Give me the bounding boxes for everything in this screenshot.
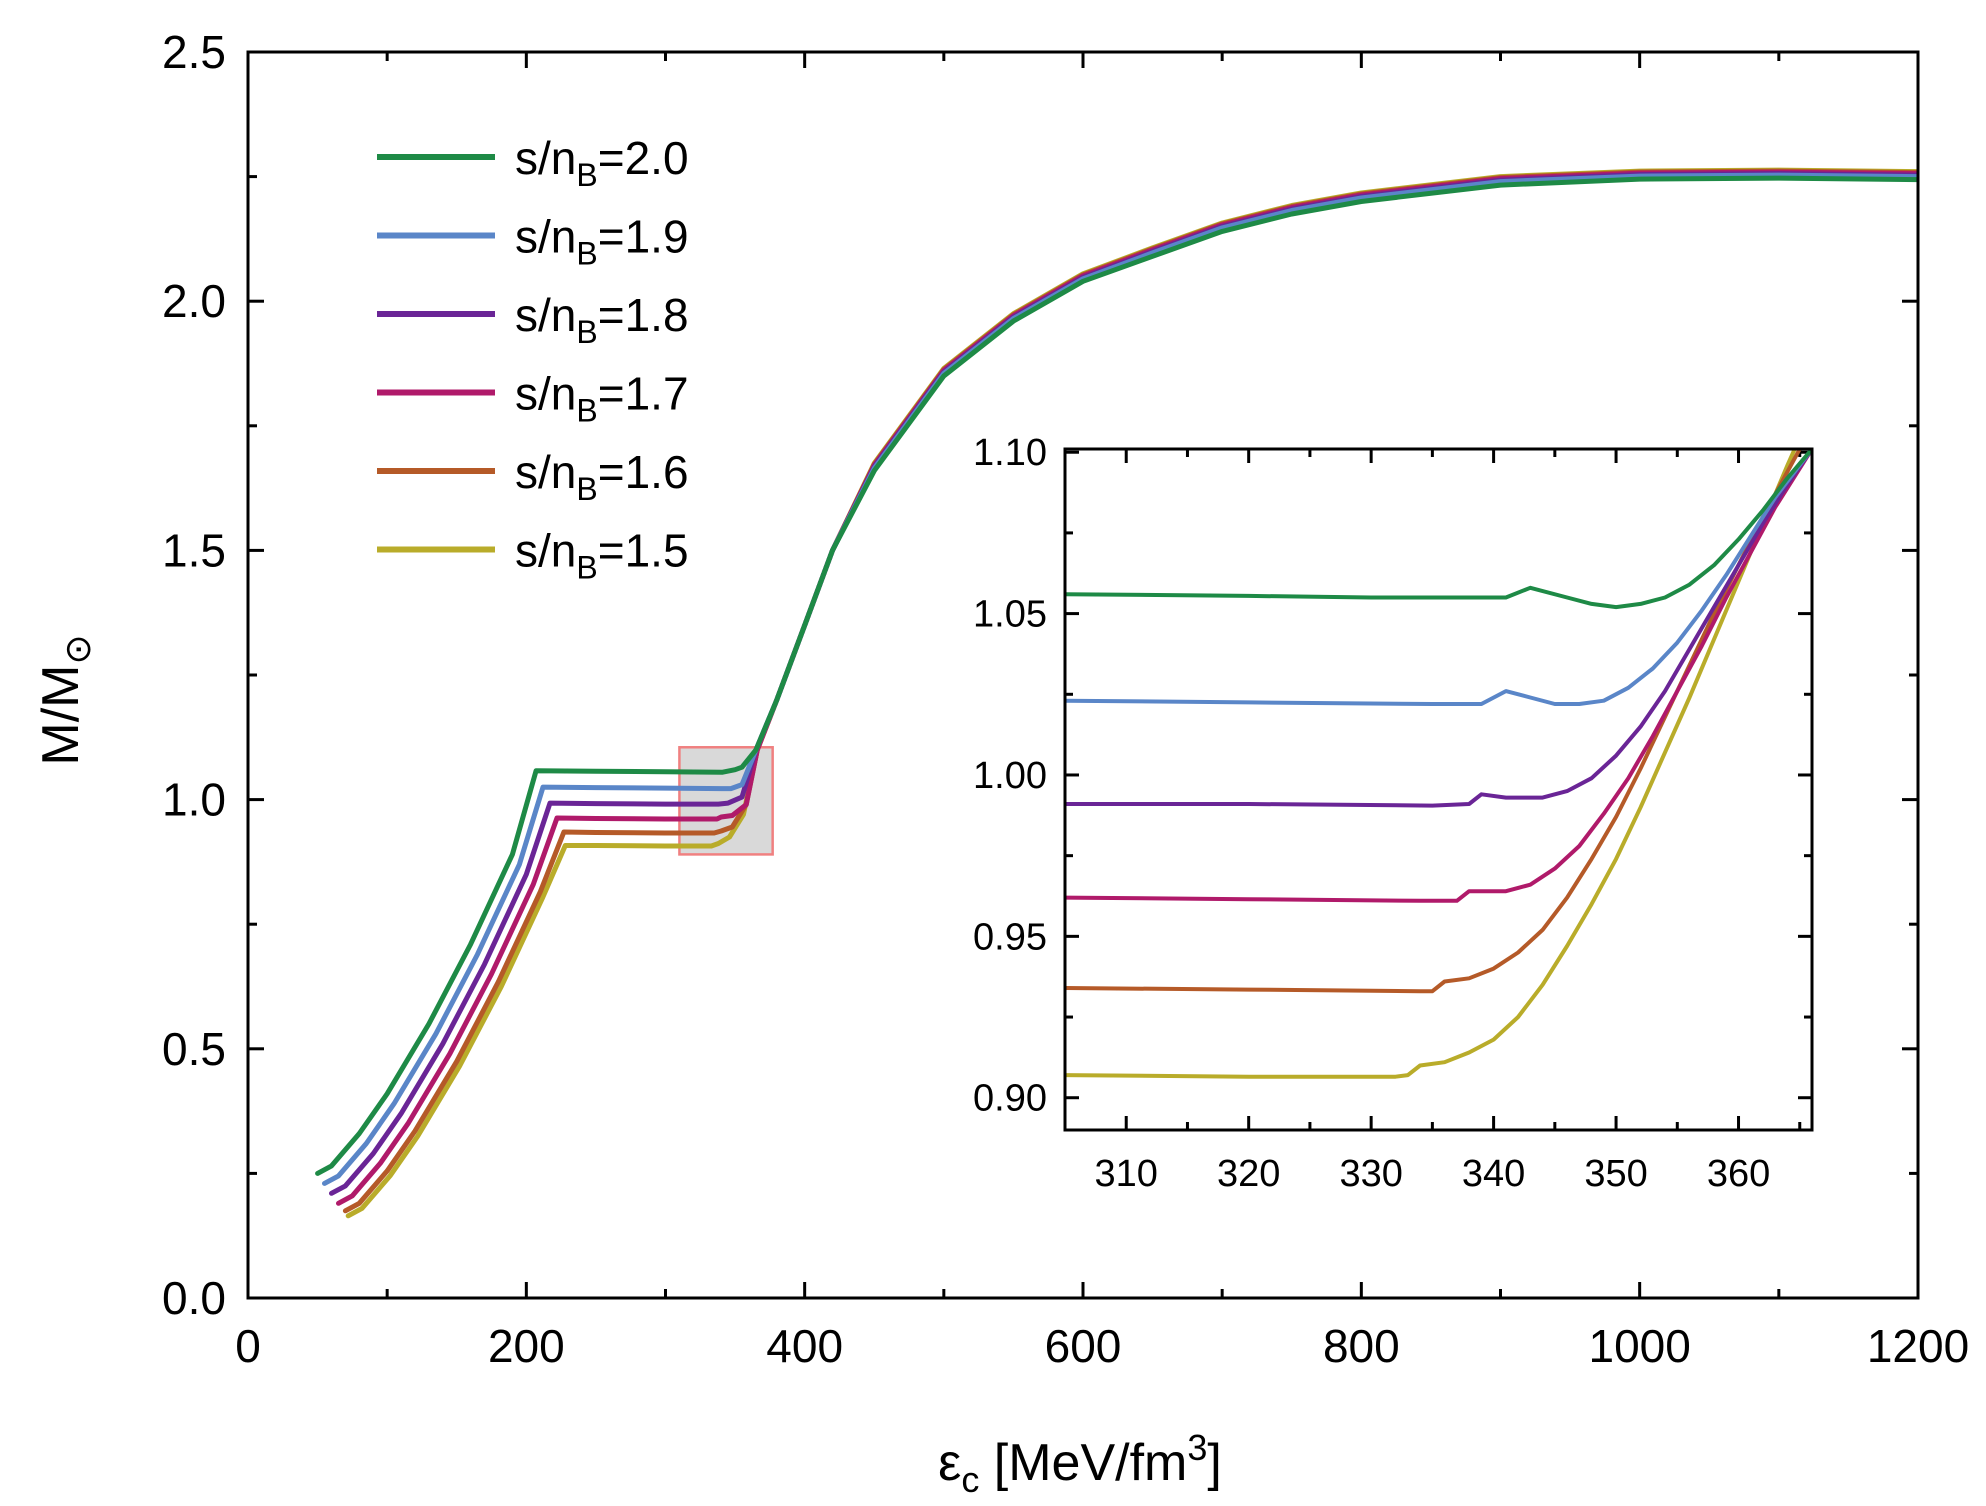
- legend-item: s/nB=1.8: [377, 289, 689, 350]
- legend-item: s/nB=1.7: [377, 368, 689, 429]
- legend-label-main: s/n: [515, 525, 576, 577]
- main-x-tick-label: 400: [766, 1320, 843, 1372]
- main-y-tick-labels: 0.0 0.5 1.0 1.5 2.0 2.5: [162, 26, 226, 1324]
- main-chart: 0 200 400 600 800 1000 1200 0.0 0.5 1.0 1.5 2.0 2.5…: [32, 26, 1969, 1500]
- inset-series-line: [1065, 449, 1812, 903]
- x-axis-label-sub: c: [961, 1459, 979, 1500]
- inset-series-line: [1065, 449, 1797, 1079]
- main-x-tick-label: 1000: [1588, 1320, 1690, 1372]
- inset-x-tick-label: 360: [1707, 1153, 1770, 1195]
- inset-chart: 310 320 330 340 350 360 0.90 0.95 1.00 1.05 1.10: [973, 432, 1814, 1195]
- main-x-tick-label: 600: [1045, 1320, 1122, 1372]
- inset-x-tick-labels: 310 320 330 340 350 360: [1095, 1153, 1771, 1195]
- legend: s/nB=2.0s/nB=1.9s/nB=1.8s/nB=1.7s/nB=1.6…: [377, 132, 689, 586]
- main-x-tick-label: 200: [488, 1320, 565, 1372]
- legend-item: s/nB=1.9: [377, 211, 689, 272]
- legend-label-value: =1.7: [598, 368, 689, 420]
- legend-label-value: =1.9: [598, 211, 689, 263]
- legend-label: s/nB=1.6: [515, 446, 689, 507]
- legend-label-sub: B: [576, 236, 597, 272]
- legend-label-main: s/n: [515, 211, 576, 263]
- legend-label: s/nB=1.8: [515, 289, 689, 350]
- main-x-tick-labels: 0 200 400 600 800 1000 1200: [235, 1320, 1969, 1372]
- legend-label-main: s/n: [515, 368, 576, 420]
- inset-x-tick-label: 320: [1217, 1153, 1280, 1195]
- inset-series-line: [1065, 449, 1812, 610]
- inset-y-tick-label: 0.90: [973, 1078, 1047, 1120]
- legend-label: s/nB=2.0: [515, 132, 689, 193]
- inset-x-tick-label: 310: [1095, 1153, 1158, 1195]
- main-y-tick-label: 0.0: [162, 1272, 226, 1324]
- main-y-tick-label: 2.0: [162, 275, 226, 327]
- legend-label-main: s/n: [515, 289, 576, 341]
- y-axis-label-main: M/M: [32, 665, 90, 766]
- x-axis-label-rest: [MeV/fm: [979, 1434, 1187, 1492]
- main-y-tick-label: 0.5: [162, 1023, 226, 1075]
- x-axis-label: εc [MeV/fm3]: [938, 1427, 1222, 1500]
- main-y-tick-label: 1.0: [162, 774, 226, 826]
- main-x-tick-label: 0: [235, 1320, 261, 1372]
- legend-item: s/nB=2.0: [377, 132, 689, 193]
- x-axis-label-main: ε: [938, 1434, 961, 1492]
- legend-label: s/nB=1.9: [515, 211, 689, 272]
- main-x-tick-label: 1200: [1867, 1320, 1969, 1372]
- inset-y-tick-label: 0.95: [973, 916, 1047, 958]
- inset-series-line: [1065, 449, 1812, 706]
- main-series-group: [315, 167, 1918, 1219]
- x-axis-label-sup: 3: [1187, 1427, 1207, 1468]
- inset-plot-frame: [1063, 447, 1814, 1132]
- legend-label-value: =1.6: [598, 446, 689, 498]
- main-y-tick-label: 1.5: [162, 524, 226, 576]
- legend-label-sub: B: [576, 157, 597, 193]
- legend-label-value: =1.5: [598, 525, 689, 577]
- inset-y-tick-labels: 0.90 0.95 1.00 1.05 1.10: [973, 432, 1047, 1119]
- y-axis-label: M/M⊙: [32, 634, 98, 765]
- inset-x-tick-label: 340: [1462, 1153, 1525, 1195]
- legend-label-main: s/n: [515, 132, 576, 184]
- inset-series-line: [1065, 449, 1812, 808]
- x-axis-label-close: ]: [1207, 1434, 1221, 1492]
- inset-series-group: [1065, 449, 1812, 1079]
- legend-label-sub: B: [576, 393, 597, 429]
- inset-y-tick-label: 1.10: [973, 432, 1047, 474]
- main-x-tick-label: 800: [1323, 1320, 1400, 1372]
- series-line-s-nb-2.0: [315, 175, 1918, 1176]
- inset-x-tick-label: 350: [1584, 1153, 1647, 1195]
- y-axis-label-sub: ⊙: [57, 634, 98, 664]
- legend-label-sub: B: [576, 314, 597, 350]
- inset-y-tick-label: 1.00: [973, 755, 1047, 797]
- legend-label-value: =2.0: [598, 132, 689, 184]
- main-y-tick-label: 2.5: [162, 26, 226, 78]
- legend-label-sub: B: [576, 471, 597, 507]
- main-plot-frame: [246, 50, 1920, 1300]
- legend-item: s/nB=1.6: [377, 446, 689, 507]
- inset-background: [1065, 449, 1812, 1130]
- legend-label-main: s/n: [515, 446, 576, 498]
- legend-label-sub: B: [576, 550, 597, 586]
- legend-label: s/nB=1.5: [515, 525, 689, 586]
- inset-x-tick-label: 330: [1339, 1153, 1402, 1195]
- legend-label-value: =1.8: [598, 289, 689, 341]
- legend-label: s/nB=1.7: [515, 368, 689, 429]
- legend-item: s/nB=1.5: [377, 525, 689, 586]
- inset-y-tick-label: 1.05: [973, 594, 1047, 636]
